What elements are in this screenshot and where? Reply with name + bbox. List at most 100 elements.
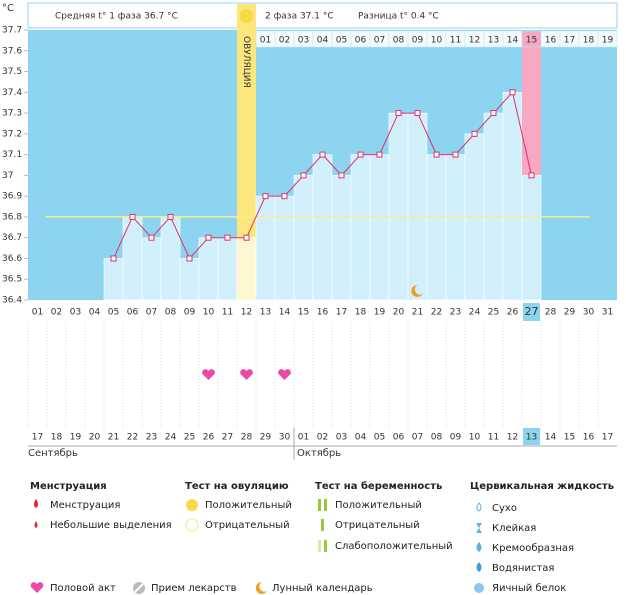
ovulation-column bbox=[237, 4, 256, 300]
phase2-day: 18 bbox=[583, 36, 595, 46]
phase2-day: 09 bbox=[412, 36, 424, 46]
date-label: 03 bbox=[336, 433, 347, 443]
bar bbox=[274, 195, 295, 301]
heart bbox=[202, 369, 215, 380]
date-label: 18 bbox=[51, 433, 63, 443]
temperature-point bbox=[281, 193, 288, 200]
phase2-day: 11 bbox=[450, 36, 461, 46]
temperature-point bbox=[376, 151, 383, 158]
phase2-day: 06 bbox=[355, 36, 367, 46]
legend-item: Лунный календарь bbox=[272, 583, 373, 594]
legend-title: Тест на беременность bbox=[315, 480, 442, 492]
date-label: 17 bbox=[32, 433, 43, 443]
temperature-point bbox=[338, 172, 345, 179]
phase2-day: 07 bbox=[374, 36, 385, 46]
date-label: 16 bbox=[583, 433, 595, 443]
date-label: 21 bbox=[108, 433, 119, 443]
bar bbox=[407, 112, 428, 301]
phase2-day: 05 bbox=[336, 36, 347, 46]
test-icon bbox=[321, 519, 324, 531]
x-tick-label: 04 bbox=[89, 308, 101, 318]
bar bbox=[312, 154, 333, 301]
y-tick-label: 37.2 bbox=[2, 129, 22, 139]
drop-icon bbox=[34, 499, 38, 508]
temperature-point bbox=[167, 213, 174, 220]
date-label: 27 bbox=[222, 433, 233, 443]
x-tick-label: 21 bbox=[412, 308, 423, 318]
legend-item: Небольшие выделения bbox=[50, 520, 172, 531]
x-tick-label: 31 bbox=[602, 308, 613, 318]
bar bbox=[293, 175, 314, 301]
legend-item: Положительный bbox=[205, 500, 292, 511]
circle-icon bbox=[185, 518, 199, 532]
temperature-point bbox=[319, 151, 326, 158]
drop-icon bbox=[34, 521, 38, 528]
heart bbox=[278, 369, 291, 380]
x-tick-label: 20 bbox=[393, 308, 405, 318]
temperature-point bbox=[357, 151, 364, 158]
y-tick-label: 37.1 bbox=[2, 150, 22, 160]
test-icon bbox=[318, 540, 321, 552]
y-tick-label: 37 bbox=[2, 171, 13, 181]
bar bbox=[160, 216, 181, 301]
y-tick-label: 36.7 bbox=[2, 233, 22, 243]
bar bbox=[122, 216, 143, 301]
legend-item: Отрицательный bbox=[205, 520, 290, 531]
x-tick-label: 15 bbox=[298, 308, 309, 318]
x-tick-label: 06 bbox=[127, 308, 139, 318]
temperature-point bbox=[110, 255, 117, 262]
x-tick-label: 19 bbox=[374, 308, 386, 318]
temperature-point bbox=[243, 234, 250, 241]
test-icon bbox=[318, 499, 321, 511]
y-tick-label: 37.3 bbox=[2, 109, 22, 119]
temperature-point bbox=[186, 255, 193, 262]
date-label: 14 bbox=[545, 433, 557, 443]
x-tick-label: 11 bbox=[222, 308, 233, 318]
x-tick-label: 02 bbox=[51, 308, 62, 318]
x-tick-label: 08 bbox=[165, 308, 177, 318]
temperature-point bbox=[224, 234, 231, 241]
x-tick-label: 23 bbox=[450, 308, 461, 318]
x-tick-label: 30 bbox=[583, 308, 595, 318]
x-tick-label: 07 bbox=[146, 308, 157, 318]
events-area bbox=[28, 320, 617, 428]
bar bbox=[179, 258, 200, 301]
phase2-day: 08 bbox=[393, 36, 405, 46]
phase2-day: 12 bbox=[469, 36, 480, 46]
bar bbox=[103, 258, 124, 301]
highlight-column bbox=[522, 47, 541, 176]
phase2-day: 03 bbox=[298, 36, 309, 46]
highlight-date bbox=[523, 428, 540, 445]
bar bbox=[521, 175, 542, 301]
phase1-average: Средняя t° 1 фаза 36.7 °C bbox=[55, 12, 178, 22]
bar bbox=[483, 112, 504, 301]
phase2-day: 13 bbox=[488, 36, 499, 46]
x-tick-label: 13 bbox=[260, 308, 271, 318]
date-label: 20 bbox=[89, 433, 101, 443]
phase2-day: 15 bbox=[526, 36, 537, 46]
header-box bbox=[27, 2, 618, 29]
date-label: 15 bbox=[564, 433, 575, 443]
legend-item: Отрицательный bbox=[335, 520, 420, 531]
legend-item: Прием лекарств bbox=[151, 583, 237, 594]
date-label: 29 bbox=[260, 433, 272, 443]
legend-item: Клейкая bbox=[492, 523, 536, 534]
legend: Менструация Менструация Небольшие выделе… bbox=[30, 480, 614, 594]
date-label: 26 bbox=[203, 433, 215, 443]
x-tick-label: 24 bbox=[469, 308, 481, 318]
bar bbox=[217, 237, 238, 301]
date-label: 19 bbox=[70, 433, 82, 443]
legend-title: Цервикальная жидкость bbox=[470, 481, 614, 492]
ovulation-icon bbox=[239, 9, 254, 23]
heart bbox=[240, 369, 253, 380]
bar bbox=[350, 154, 371, 301]
legend-item: Сухо bbox=[492, 503, 517, 514]
legend-item: Кремообразная bbox=[492, 543, 574, 554]
ovulation-label: ОВУЛЯЦИЯ bbox=[241, 36, 251, 88]
phase2-day: 01 bbox=[260, 36, 271, 46]
month-label: Сентябрь bbox=[28, 448, 78, 459]
y-tick-label: 36.8 bbox=[2, 212, 22, 222]
highlight-day bbox=[523, 303, 540, 321]
temperature-point bbox=[433, 151, 440, 158]
temperature-point bbox=[129, 213, 136, 220]
